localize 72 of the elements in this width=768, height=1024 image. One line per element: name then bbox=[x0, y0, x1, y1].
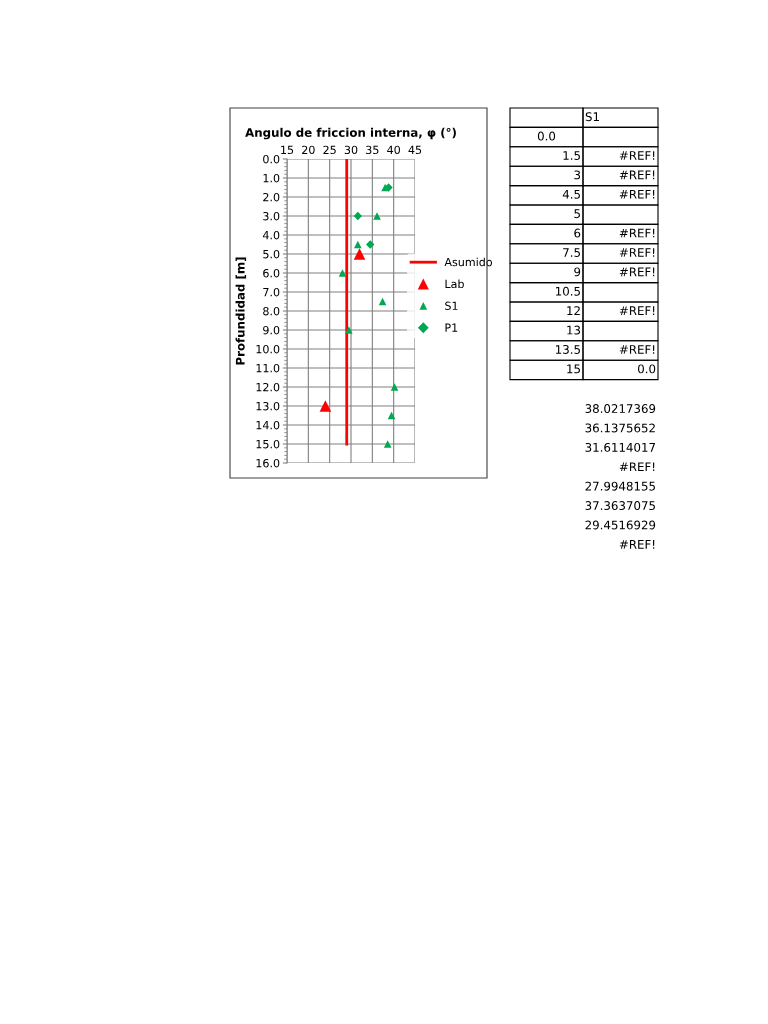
text: #REF! bbox=[619, 170, 655, 180]
point bbox=[383, 440, 392, 448]
y-tick-label: 4.0 bbox=[262, 230, 280, 240]
text: #REF! bbox=[619, 151, 655, 160]
y-tick-label: 10.0 bbox=[256, 344, 280, 354]
text: 4.5 bbox=[562, 189, 580, 199]
text: 1.5 bbox=[563, 151, 580, 160]
legend-label: S1 bbox=[445, 301, 458, 310]
y-tick-label: 16.0 bbox=[256, 458, 280, 468]
point bbox=[354, 240, 362, 249]
text: 12 bbox=[567, 306, 580, 315]
text: S1 bbox=[585, 112, 599, 122]
point bbox=[345, 326, 353, 334]
text: 37.3637075 bbox=[585, 501, 655, 511]
y-tick-label: 2.0 bbox=[263, 192, 280, 202]
text: 15 bbox=[567, 364, 580, 374]
text: #REF! bbox=[619, 345, 655, 354]
point bbox=[390, 383, 399, 391]
text: #REF! bbox=[619, 228, 655, 238]
y-tick-label: 6.0 bbox=[263, 268, 280, 278]
y-tick-label: 8.0 bbox=[263, 306, 280, 316]
y-tick-label: 11.0 bbox=[256, 363, 280, 373]
x-tick-label: 45 bbox=[408, 145, 422, 155]
text: #REF! bbox=[619, 462, 655, 472]
point bbox=[353, 211, 362, 221]
text: 3 bbox=[574, 170, 581, 180]
point bbox=[353, 248, 366, 260]
text: 38.0217369 bbox=[585, 404, 656, 414]
y-tick-label: 7.0 bbox=[263, 287, 280, 297]
point bbox=[366, 240, 375, 249]
point bbox=[381, 183, 389, 192]
point bbox=[319, 400, 332, 412]
text: 31.6114017 bbox=[585, 442, 655, 452]
chart-title: Angulo de friccion interna, φ (°) bbox=[245, 127, 456, 140]
text: #REF! bbox=[619, 267, 655, 277]
text: 0.0 bbox=[638, 364, 656, 374]
text: 29.4516929 bbox=[585, 520, 656, 530]
y-tick-label: 12.0 bbox=[256, 382, 280, 392]
point bbox=[338, 269, 347, 277]
text: 6 bbox=[574, 228, 581, 238]
y-tick-label: 9.0 bbox=[263, 325, 280, 335]
y-tick-label: 13.0 bbox=[256, 401, 280, 411]
y-tick-label: 3.0 bbox=[263, 211, 280, 221]
text: 0.0 bbox=[537, 131, 556, 141]
x-tick-label: 30 bbox=[344, 145, 358, 155]
text: 36.1375652 bbox=[585, 423, 655, 433]
text: #REF! bbox=[619, 306, 655, 315]
text: #REF! bbox=[619, 540, 655, 549]
y-axis-title: Profundidad [m] bbox=[235, 257, 247, 365]
x-tick-label: 25 bbox=[323, 145, 336, 155]
y-tick-label: 15.0 bbox=[256, 439, 280, 449]
text: #REF! bbox=[619, 189, 655, 199]
x-tick-label: 40 bbox=[387, 145, 400, 155]
y-tick-label: 14.0 bbox=[256, 420, 280, 430]
text: 5 bbox=[574, 209, 580, 219]
text: 7.5 bbox=[563, 248, 580, 257]
text: 27.9948155 bbox=[585, 481, 655, 491]
legend-label: P1 bbox=[445, 323, 458, 332]
y-tick-label: 0.0 bbox=[263, 154, 280, 164]
text: 13.5 bbox=[556, 345, 580, 354]
legend-label: Asumido bbox=[444, 257, 493, 267]
x-tick-label: 35 bbox=[366, 145, 379, 155]
point bbox=[373, 212, 381, 220]
y-tick-label: 1.0 bbox=[263, 173, 280, 183]
text: 13 bbox=[567, 325, 581, 335]
x-tick-label: 20 bbox=[302, 145, 315, 155]
text: 9 bbox=[574, 267, 581, 277]
text: #REF! bbox=[619, 248, 655, 257]
legend-label: Lab bbox=[445, 279, 464, 289]
text: 10.5 bbox=[556, 286, 580, 296]
y-tick-label: 5.0 bbox=[263, 249, 280, 259]
x-tick-label: 15 bbox=[281, 145, 294, 155]
